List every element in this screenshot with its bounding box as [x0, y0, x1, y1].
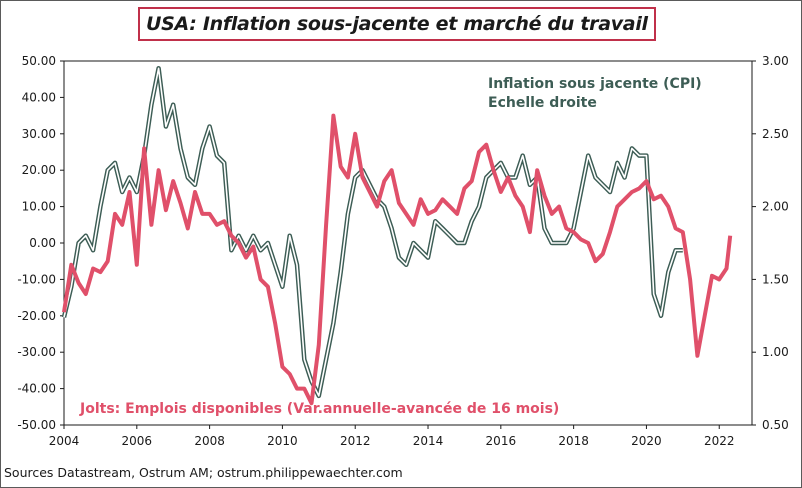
x-tick-label: 2004 [49, 434, 80, 448]
jolts-series-label: Jolts: Emplois disponibles (Var.annuelle… [79, 401, 559, 417]
x-axis: 2004 2006 2008 2010 2012 2014 2016 2018 2020 2022 [49, 425, 735, 448]
x-tick-label: 2014 [413, 434, 444, 448]
title-box: USA: Inflation sous-jacente et marché du… [138, 7, 656, 41]
x-tick-label: 2012 [340, 434, 371, 448]
x-tick-label: 2016 [486, 434, 517, 448]
chart-title: USA: Inflation sous-jacente et marché du… [146, 13, 648, 35]
left-tick-label: 10.00 [22, 200, 56, 214]
right-tick-label: 1.50 [762, 272, 789, 286]
left-tick-label: 50.00 [22, 54, 56, 68]
right-tick-label: 2.00 [762, 200, 789, 214]
cpi-series-label: Inflation sous jacente (CPI) [488, 76, 702, 92]
left-tick-label: -30.00 [17, 345, 56, 359]
left-tick-label: 0.00 [29, 236, 56, 250]
right-tick-label: 3.00 [762, 54, 789, 68]
left-axis: 50.00 40.00 30.00 20.00 10.00 0.00 -10.00 -20.0… [17, 54, 64, 432]
right-tick-label: 1.00 [762, 345, 789, 359]
left-tick-label: 30.00 [22, 127, 56, 141]
x-tick-label: 2008 [194, 434, 225, 448]
left-tick-label: -20.00 [17, 309, 56, 323]
right-tick-label: 0.50 [762, 418, 789, 432]
left-tick-label: 40.00 [22, 90, 56, 104]
cpi-series-line-inner [63, 67, 683, 397]
jolts-series-line [62, 113, 733, 406]
left-tick-label: -10.00 [17, 272, 56, 286]
x-tick-label: 2010 [267, 434, 298, 448]
x-tick-label: 2018 [558, 434, 589, 448]
left-tick-label: -40.00 [17, 382, 56, 396]
right-tick-label: 2.50 [762, 127, 789, 141]
cpi-series-line [61, 66, 683, 399]
source-note: Sources Datastream, Ostrum AM; ostrum.ph… [4, 465, 403, 480]
x-tick-label: 2006 [122, 434, 153, 448]
x-tick-label: 2020 [631, 434, 662, 448]
left-tick-label: 20.00 [22, 163, 56, 177]
cpi-scale-note: Echelle droite [488, 95, 597, 111]
x-tick-label: 2022 [704, 434, 735, 448]
series-layer [61, 66, 733, 406]
right-axis: 3.00 2.50 2.00 1.50 1.00 0.50 [752, 54, 789, 432]
left-tick-label: -50.00 [17, 418, 56, 432]
